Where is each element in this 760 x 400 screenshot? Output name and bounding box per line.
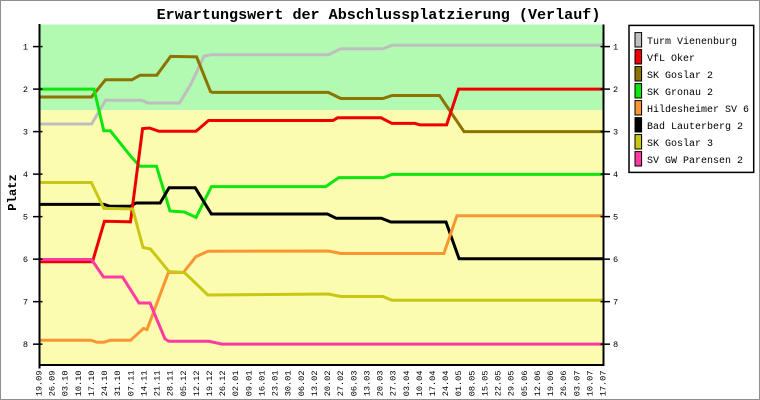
svg-text:SK Goslar 3: SK Goslar 3 <box>647 138 713 150</box>
svg-text:26.12: 26.12 <box>218 371 228 397</box>
svg-text:02.01: 02.01 <box>231 371 241 397</box>
svg-text:07.11: 07.11 <box>126 371 136 397</box>
svg-text:19.12: 19.12 <box>205 371 215 397</box>
svg-text:Erwartungswert der Abschlusspl: Erwartungswert der Abschlussplatzierung … <box>157 6 601 24</box>
svg-text:10.10: 10.10 <box>74 371 84 397</box>
svg-text:2: 2 <box>23 85 28 95</box>
svg-text:Turm Vienenburg: Turm Vienenburg <box>647 36 737 48</box>
svg-text:19.09: 19.09 <box>35 371 45 397</box>
svg-text:05.12: 05.12 <box>179 371 189 397</box>
svg-text:13.03: 13.03 <box>362 371 372 397</box>
svg-text:7: 7 <box>613 298 618 308</box>
svg-text:Platz: Platz <box>6 174 20 211</box>
svg-text:Hildesheimer SV 6: Hildesheimer SV 6 <box>647 104 749 116</box>
svg-text:7: 7 <box>23 298 28 308</box>
svg-text:01.05: 01.05 <box>454 371 464 397</box>
svg-text:17.07: 17.07 <box>598 371 608 397</box>
svg-text:03.07: 03.07 <box>572 371 582 397</box>
svg-text:12.12: 12.12 <box>192 371 202 397</box>
svg-text:26.09: 26.09 <box>48 371 58 397</box>
svg-text:30.01: 30.01 <box>284 371 294 397</box>
svg-text:13.02: 13.02 <box>310 371 320 397</box>
svg-text:4: 4 <box>23 170 28 180</box>
svg-text:SK Goslar 2: SK Goslar 2 <box>647 70 713 82</box>
svg-text:10.07: 10.07 <box>585 371 595 397</box>
svg-text:3: 3 <box>23 128 28 138</box>
svg-text:4: 4 <box>613 170 618 180</box>
svg-text:20.02: 20.02 <box>323 371 333 397</box>
svg-text:6: 6 <box>613 255 618 265</box>
svg-text:28.11: 28.11 <box>166 371 176 397</box>
svg-text:27.03: 27.03 <box>389 371 399 397</box>
svg-text:08.05: 08.05 <box>467 371 477 397</box>
svg-text:VfL Oker: VfL Oker <box>647 53 695 65</box>
svg-text:1: 1 <box>613 43 618 53</box>
svg-text:06.02: 06.02 <box>297 371 307 397</box>
svg-text:SK Gronau 2: SK Gronau 2 <box>647 88 713 99</box>
svg-text:21.11: 21.11 <box>153 371 163 397</box>
svg-text:8: 8 <box>613 340 618 350</box>
svg-text:26.06: 26.06 <box>559 371 569 397</box>
svg-text:1: 1 <box>23 43 28 53</box>
svg-text:22.05: 22.05 <box>494 371 504 397</box>
svg-text:27.02: 27.02 <box>336 371 346 397</box>
svg-text:5: 5 <box>23 213 28 223</box>
svg-text:23.01: 23.01 <box>271 371 281 397</box>
svg-text:05.06: 05.06 <box>520 371 530 397</box>
svg-text:17.10: 17.10 <box>87 371 97 397</box>
svg-text:06.03: 06.03 <box>349 371 359 397</box>
svg-text:19.06: 19.06 <box>546 371 556 397</box>
svg-text:2: 2 <box>613 85 618 95</box>
svg-text:24.04: 24.04 <box>441 371 451 397</box>
svg-text:29.05: 29.05 <box>507 371 517 397</box>
svg-text:24.10: 24.10 <box>100 371 110 397</box>
svg-text:14.11: 14.11 <box>139 371 149 397</box>
svg-text:6: 6 <box>23 255 28 265</box>
svg-text:16.01: 16.01 <box>257 371 267 397</box>
svg-text:20.03: 20.03 <box>376 371 386 397</box>
svg-text:31.10: 31.10 <box>113 371 123 397</box>
svg-text:12.06: 12.06 <box>533 371 543 397</box>
svg-text:SV GW Parensen 2: SV GW Parensen 2 <box>647 156 743 167</box>
svg-text:03.10: 03.10 <box>61 371 71 397</box>
svg-text:Bad Lauterberg 2: Bad Lauterberg 2 <box>647 121 743 133</box>
svg-text:03.04: 03.04 <box>402 371 412 397</box>
svg-text:09.01: 09.01 <box>244 371 254 397</box>
svg-text:3: 3 <box>613 128 618 138</box>
svg-text:17.04: 17.04 <box>428 371 438 397</box>
svg-text:5: 5 <box>613 213 618 223</box>
svg-text:15.05: 15.05 <box>480 371 490 397</box>
svg-text:8: 8 <box>23 340 28 350</box>
svg-text:10.04: 10.04 <box>415 371 425 397</box>
